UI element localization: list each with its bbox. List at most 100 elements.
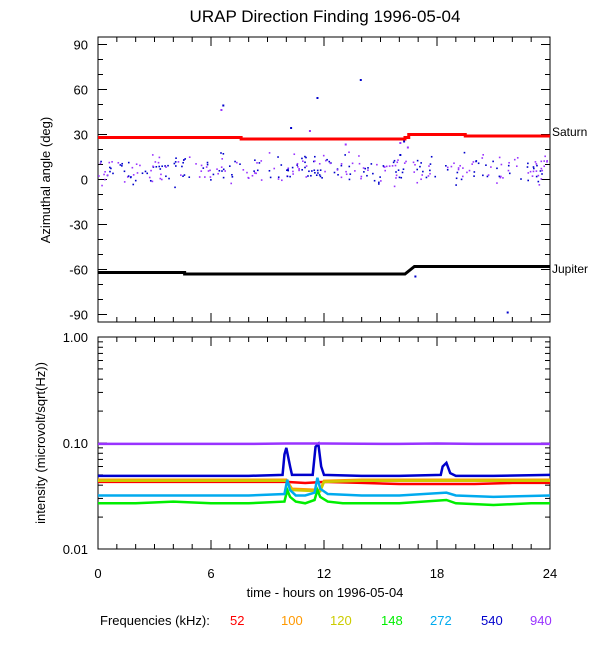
azimuth-point <box>305 156 307 159</box>
azimuth-point <box>139 164 141 167</box>
azimuth-point <box>395 177 397 179</box>
azimuth-point <box>132 174 135 176</box>
azimuth-point <box>416 159 419 162</box>
azimuth-point <box>258 162 261 164</box>
x-tick-label: 24 <box>543 566 557 581</box>
azimuth-point <box>224 170 226 172</box>
azimuth-y-tick-label: 0 <box>81 173 88 188</box>
azimuth-point <box>354 170 356 172</box>
azimuth-point <box>349 173 352 175</box>
azimuth-point <box>538 184 541 186</box>
azimuth-outlier-point <box>403 140 406 143</box>
azimuth-point <box>485 164 487 166</box>
azimuth-y-tick-label: 90 <box>74 38 88 53</box>
azimuth-point <box>393 159 396 162</box>
azimuth-point <box>183 174 186 176</box>
azimuth-point <box>472 161 475 163</box>
azimuth-point <box>427 175 430 177</box>
azimuth-point <box>536 164 538 167</box>
azimuth-point <box>287 168 289 171</box>
azimuth-point <box>544 155 546 158</box>
azimuth-point <box>324 170 326 173</box>
azimuth-point <box>200 170 203 172</box>
intensity-line-148 <box>98 486 550 507</box>
azimuth-point <box>317 172 319 174</box>
azimuth-point <box>305 176 308 178</box>
azimuth-point <box>277 156 279 158</box>
azimuth-point <box>159 177 162 180</box>
azimuth-point <box>461 175 464 178</box>
azimuth-point <box>296 166 299 168</box>
azimuth-point <box>301 157 303 160</box>
azimuth-outlier-point <box>222 104 225 107</box>
azimuth-point <box>188 176 191 179</box>
azimuth-point <box>99 162 102 165</box>
azimuth-point <box>351 162 354 165</box>
azimuth-point <box>104 178 106 181</box>
azimuth-point <box>149 179 152 182</box>
azimuth-point <box>490 166 492 168</box>
azimuth-point <box>322 154 325 157</box>
azimuth-plot-frame <box>97 36 551 323</box>
azimuth-point <box>363 171 365 173</box>
azimuth-point <box>221 170 223 172</box>
azimuth-point <box>425 176 428 179</box>
azimuth-point <box>158 156 161 159</box>
azimuth-point <box>222 176 225 179</box>
azimuth-point <box>108 161 111 164</box>
azimuth-point <box>314 160 316 162</box>
azimuth-point <box>154 161 157 163</box>
azimuth-point <box>401 171 404 174</box>
azimuth-point <box>487 174 490 176</box>
azimuth-point <box>126 176 129 178</box>
azimuth-point <box>370 163 373 165</box>
azimuth-point <box>403 162 406 164</box>
azimuth-point <box>260 179 263 181</box>
azimuth-point <box>109 170 111 173</box>
x-tick-label: 18 <box>430 566 444 581</box>
azimuth-point <box>161 165 163 168</box>
jupiter-label: Jupiter <box>552 262 588 276</box>
azimuth-point <box>502 177 504 179</box>
azimuth-point <box>180 174 182 176</box>
azimuth-point <box>537 174 540 177</box>
azimuth-point <box>175 157 177 160</box>
legend-item-52: 52 <box>230 613 244 628</box>
azimuth-point <box>314 171 316 174</box>
azimuth-point <box>498 156 501 159</box>
azimuth-point <box>535 163 538 165</box>
azimuth-point <box>131 166 134 169</box>
azimuth-point <box>109 166 111 169</box>
azimuth-point <box>206 161 209 164</box>
azimuth-point <box>209 176 212 178</box>
azimuth-point <box>222 153 225 155</box>
azimuth-point <box>218 169 221 172</box>
azimuth-outlier-point <box>344 143 347 146</box>
azimuth-point <box>150 169 152 172</box>
azimuth-point <box>344 154 346 156</box>
chart-title: URAP Direction Finding 1996-05-04 <box>190 7 461 26</box>
azimuth-point <box>376 163 378 166</box>
azimuth-point <box>416 168 419 171</box>
azimuth-point <box>540 160 543 163</box>
azimuth-point <box>402 168 405 171</box>
azimuth-point <box>515 165 518 168</box>
legend-item-940: 940 <box>530 613 552 628</box>
azimuth-point <box>516 157 519 159</box>
azimuth-point <box>477 162 480 165</box>
azimuth-point <box>372 172 374 175</box>
azimuth-point <box>268 169 271 172</box>
azimuth-point <box>152 165 154 168</box>
azimuth-point <box>141 172 144 175</box>
azimuth-point <box>256 169 259 172</box>
saturn-label: Saturn <box>552 125 587 139</box>
azimuth-point <box>209 169 211 172</box>
azimuth-y-tick-label: -90 <box>69 308 88 323</box>
azimuth-point <box>287 169 290 172</box>
jupiter-track-line <box>98 265 550 276</box>
legend-item-272: 272 <box>430 613 452 628</box>
azimuth-point <box>520 178 522 180</box>
azimuth-point <box>360 177 362 180</box>
azimuth-point <box>531 175 534 177</box>
azimuth-outlier-point <box>316 97 319 99</box>
